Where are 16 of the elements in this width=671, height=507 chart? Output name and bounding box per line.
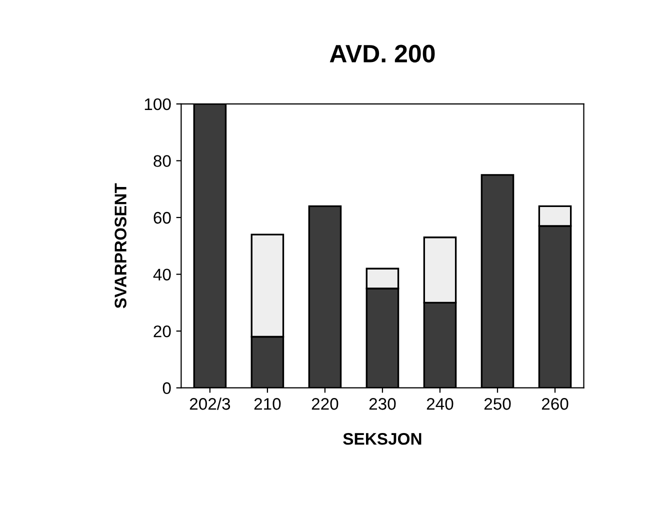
chart-title: AVD. 200 <box>330 44 435 63</box>
y-axis-title: SVARPROSENT <box>114 183 126 308</box>
x-tick-label: 260 <box>542 398 568 410</box>
y-tick-label: 100 <box>144 98 171 110</box>
y-tick-label: 20 <box>154 325 171 338</box>
x-tick-label: 240 <box>426 398 454 410</box>
y-tick-label: 0 <box>162 382 171 394</box>
y-tick-label: 40 <box>153 268 171 280</box>
y-tick-label: 60 <box>154 212 171 224</box>
x-tick-label: 220 <box>312 398 338 410</box>
y-tick-label: 80 <box>154 155 171 167</box>
x-axis-title: SEKSJON <box>343 433 422 445</box>
x-tick-label: 250 <box>484 398 511 410</box>
x-tick-label: 210 <box>254 398 281 410</box>
x-tick-label: 230 <box>369 398 396 410</box>
x-tick-label: 202/3 <box>190 398 230 410</box>
